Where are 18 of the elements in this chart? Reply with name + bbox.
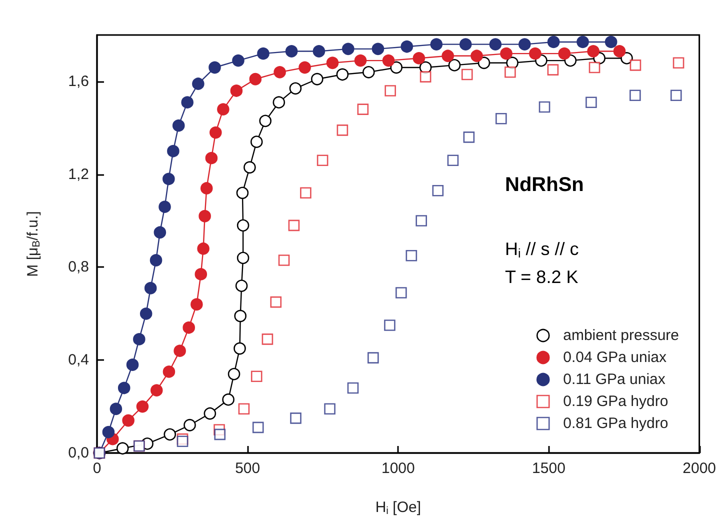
- legend-label: 0.11 GPa uniax: [563, 371, 666, 388]
- y-tick-label: 1,6: [68, 72, 89, 90]
- y-tick-label: 0,8: [68, 258, 89, 276]
- legend-label: 0.19 GPa hydro: [563, 393, 668, 410]
- x-tick-label: 1000: [381, 460, 415, 477]
- legend-label: 0.04 GPa uniax: [563, 349, 668, 366]
- annotation: T = 8.2 K: [505, 267, 578, 287]
- x-tick-label: 0: [92, 460, 102, 477]
- y-tick-label: 1,2: [68, 166, 89, 183]
- x-tick-label: 500: [235, 460, 260, 477]
- y-axis-title: M [μB/f.u.]: [24, 211, 42, 277]
- x-tick-label: 2000: [682, 460, 716, 477]
- annotation: NdRhSn: [505, 174, 584, 196]
- x-tick-label: 1500: [532, 460, 566, 477]
- legend-label: ambient pressure: [563, 327, 680, 344]
- legend-label: 0.81 GPa hydro: [563, 415, 668, 432]
- y-tick-label: 0,0: [68, 444, 89, 462]
- y-tick-label: 0,4: [68, 352, 89, 369]
